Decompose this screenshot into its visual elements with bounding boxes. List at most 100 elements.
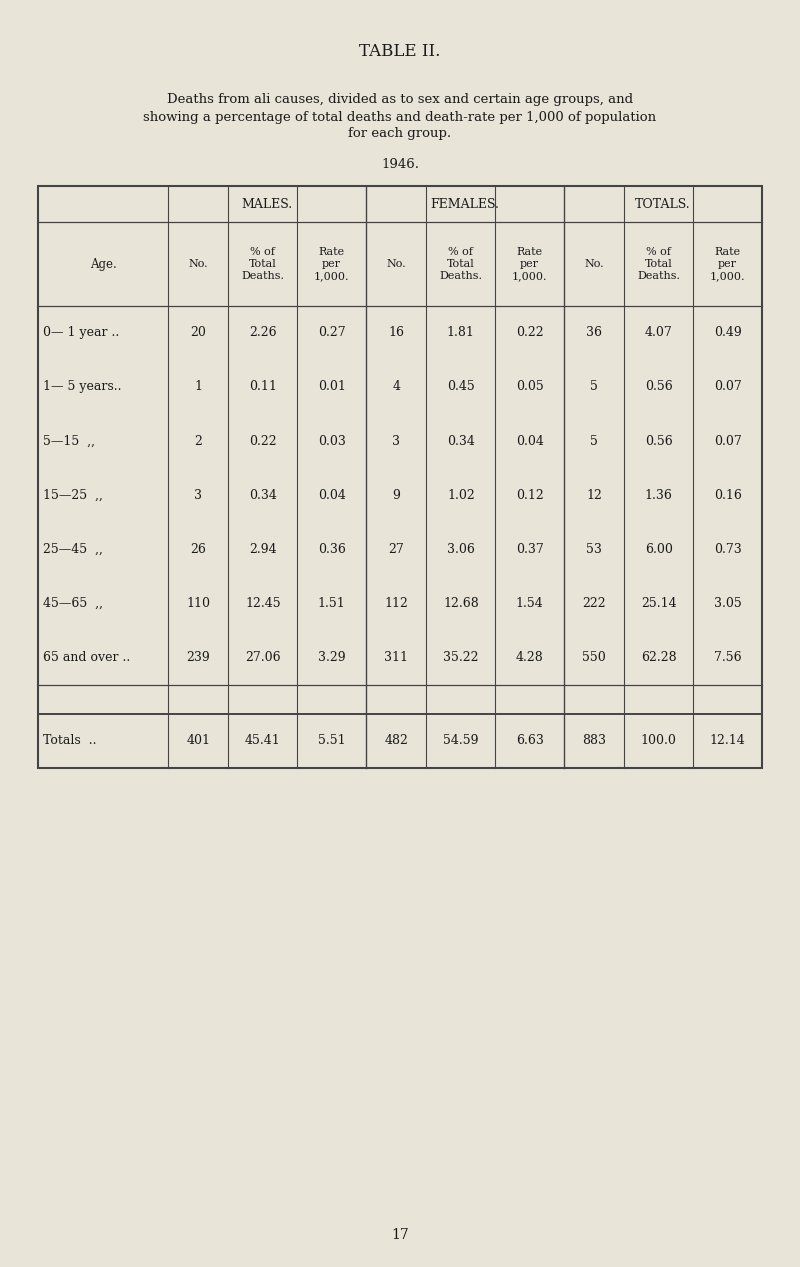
Text: 45—65  ,,: 45—65 ,, bbox=[43, 597, 103, 609]
Text: Rate
per
1,000.: Rate per 1,000. bbox=[512, 247, 547, 281]
Text: 3.29: 3.29 bbox=[318, 651, 346, 664]
Text: 4.07: 4.07 bbox=[645, 327, 673, 340]
Text: 0.37: 0.37 bbox=[516, 542, 543, 556]
Text: 27.06: 27.06 bbox=[245, 651, 281, 664]
Text: 0.73: 0.73 bbox=[714, 542, 742, 556]
Text: 883: 883 bbox=[582, 735, 606, 748]
Text: Rate
per
1,000.: Rate per 1,000. bbox=[314, 247, 350, 281]
Text: 1.51: 1.51 bbox=[318, 597, 346, 609]
Text: % of
Total
Deaths.: % of Total Deaths. bbox=[439, 247, 482, 281]
Text: 100.0: 100.0 bbox=[641, 735, 677, 748]
Text: 1.36: 1.36 bbox=[645, 489, 673, 502]
Text: 0.34: 0.34 bbox=[249, 489, 277, 502]
Text: 311: 311 bbox=[384, 651, 408, 664]
Text: 6.00: 6.00 bbox=[645, 542, 673, 556]
Text: 3.06: 3.06 bbox=[447, 542, 474, 556]
Text: 9: 9 bbox=[392, 489, 400, 502]
Text: TABLE II.: TABLE II. bbox=[359, 43, 441, 61]
Text: 25—45  ,,: 25—45 ,, bbox=[43, 542, 103, 556]
Text: 0.22: 0.22 bbox=[249, 435, 277, 447]
Text: 12.68: 12.68 bbox=[443, 597, 478, 609]
Text: 2: 2 bbox=[194, 435, 202, 447]
Text: 1— 5 years..: 1— 5 years.. bbox=[43, 380, 122, 394]
Text: 26: 26 bbox=[190, 542, 206, 556]
Text: 5: 5 bbox=[590, 435, 598, 447]
Text: 45.41: 45.41 bbox=[245, 735, 281, 748]
Text: 0.11: 0.11 bbox=[249, 380, 277, 394]
Text: 17: 17 bbox=[391, 1228, 409, 1242]
Text: 54.59: 54.59 bbox=[443, 735, 478, 748]
Text: 3.05: 3.05 bbox=[714, 597, 742, 609]
Text: TOTALS.: TOTALS. bbox=[635, 198, 691, 210]
Text: 53: 53 bbox=[586, 542, 602, 556]
Text: 239: 239 bbox=[186, 651, 210, 664]
Text: 0.34: 0.34 bbox=[447, 435, 474, 447]
Text: No.: No. bbox=[189, 258, 208, 269]
Text: % of
Total
Deaths.: % of Total Deaths. bbox=[638, 247, 680, 281]
Text: 0.01: 0.01 bbox=[318, 380, 346, 394]
Text: 27: 27 bbox=[388, 542, 404, 556]
Text: 4: 4 bbox=[392, 380, 400, 394]
Text: 15—25  ,,: 15—25 ,, bbox=[43, 489, 103, 502]
Text: Deaths from ali causes, divided as to sex and certain age groups, and: Deaths from ali causes, divided as to se… bbox=[167, 94, 633, 106]
Text: No.: No. bbox=[386, 258, 406, 269]
Text: 0.27: 0.27 bbox=[318, 327, 346, 340]
Text: 0.04: 0.04 bbox=[516, 435, 543, 447]
Text: 0.22: 0.22 bbox=[516, 327, 543, 340]
Text: 1: 1 bbox=[194, 380, 202, 394]
Text: 0.49: 0.49 bbox=[714, 327, 742, 340]
Text: Rate
per
1,000.: Rate per 1,000. bbox=[710, 247, 746, 281]
Text: 5: 5 bbox=[590, 380, 598, 394]
Text: 16: 16 bbox=[388, 327, 404, 340]
Text: 12.45: 12.45 bbox=[245, 597, 281, 609]
Text: for each group.: for each group. bbox=[349, 128, 451, 141]
Text: 36: 36 bbox=[586, 327, 602, 340]
Text: 0.04: 0.04 bbox=[318, 489, 346, 502]
Text: 0.05: 0.05 bbox=[516, 380, 543, 394]
Text: 0.16: 0.16 bbox=[714, 489, 742, 502]
Text: 12.14: 12.14 bbox=[710, 735, 746, 748]
Text: 20: 20 bbox=[190, 327, 206, 340]
Text: 0.36: 0.36 bbox=[318, 542, 346, 556]
Text: 5.51: 5.51 bbox=[318, 735, 346, 748]
Text: 1.81: 1.81 bbox=[447, 327, 474, 340]
Text: Totals  ..: Totals .. bbox=[43, 735, 97, 748]
Text: 1946.: 1946. bbox=[381, 158, 419, 171]
Text: 35.22: 35.22 bbox=[443, 651, 478, 664]
Text: 25.14: 25.14 bbox=[641, 597, 677, 609]
Text: 0.56: 0.56 bbox=[645, 435, 673, 447]
Text: 12: 12 bbox=[586, 489, 602, 502]
Text: 2.94: 2.94 bbox=[249, 542, 277, 556]
Text: 0.07: 0.07 bbox=[714, 435, 742, 447]
Text: MALES.: MALES. bbox=[242, 198, 293, 210]
Text: FEMALES.: FEMALES. bbox=[430, 198, 499, 210]
Text: 65 and over ..: 65 and over .. bbox=[43, 651, 130, 664]
Text: 110: 110 bbox=[186, 597, 210, 609]
Text: 0.12: 0.12 bbox=[516, 489, 543, 502]
Text: 7.56: 7.56 bbox=[714, 651, 742, 664]
Text: 6.63: 6.63 bbox=[516, 735, 543, 748]
Text: 550: 550 bbox=[582, 651, 606, 664]
Text: 5—15  ,,: 5—15 ,, bbox=[43, 435, 95, 447]
Text: 401: 401 bbox=[186, 735, 210, 748]
Text: 482: 482 bbox=[384, 735, 408, 748]
Text: 0— 1 year ..: 0— 1 year .. bbox=[43, 327, 119, 340]
Text: 112: 112 bbox=[384, 597, 408, 609]
Text: 0.07: 0.07 bbox=[714, 380, 742, 394]
Text: 0.45: 0.45 bbox=[447, 380, 474, 394]
Text: 62.28: 62.28 bbox=[641, 651, 677, 664]
Text: 222: 222 bbox=[582, 597, 606, 609]
Text: 3: 3 bbox=[392, 435, 400, 447]
Text: 4.28: 4.28 bbox=[516, 651, 543, 664]
Text: No.: No. bbox=[585, 258, 604, 269]
Bar bbox=[38, 186, 762, 768]
Text: 2.26: 2.26 bbox=[249, 327, 277, 340]
Text: % of
Total
Deaths.: % of Total Deaths. bbox=[242, 247, 284, 281]
Text: Age.: Age. bbox=[90, 257, 116, 271]
Text: 0.56: 0.56 bbox=[645, 380, 673, 394]
Text: 3: 3 bbox=[194, 489, 202, 502]
Text: 1.54: 1.54 bbox=[516, 597, 543, 609]
Text: showing a percentage of total deaths and death-rate per 1,000 of population: showing a percentage of total deaths and… bbox=[143, 110, 657, 123]
Text: 0.03: 0.03 bbox=[318, 435, 346, 447]
Text: 1.02: 1.02 bbox=[447, 489, 474, 502]
